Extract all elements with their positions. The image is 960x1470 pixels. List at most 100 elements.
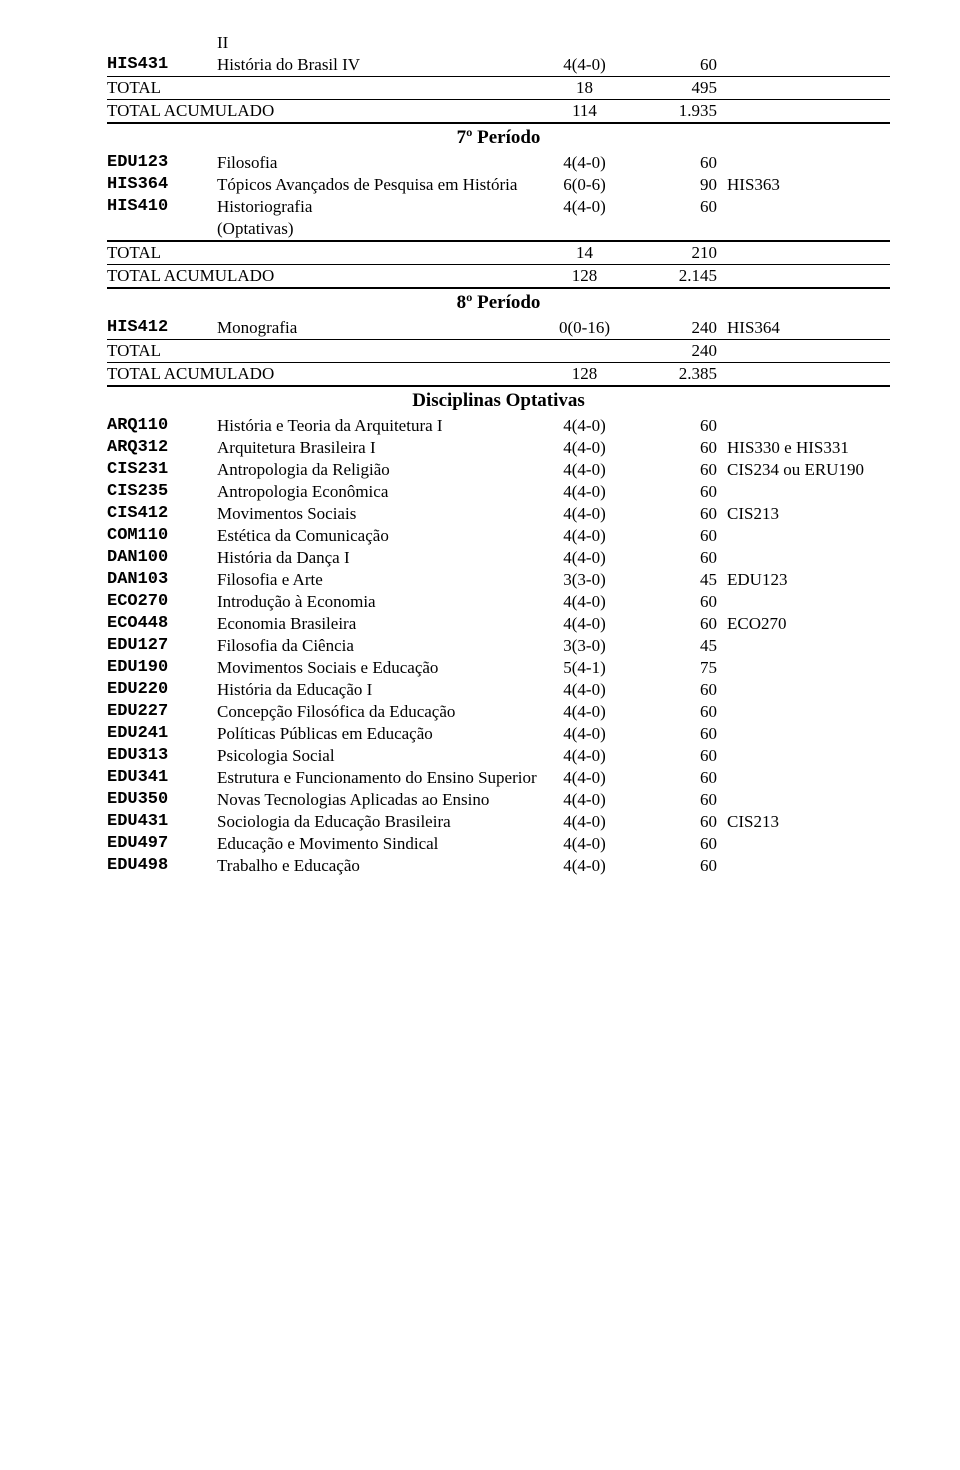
course-code: CIS235	[107, 481, 217, 503]
total-label: TOTAL ACUMULADO	[107, 265, 537, 289]
course-code: EDU123	[107, 152, 217, 174]
course-row: EDU350Novas Tecnologias Aplicadas ao Ens…	[107, 789, 890, 811]
course-prereq	[727, 855, 890, 877]
course-prereq	[727, 789, 890, 811]
course-hours: 60	[632, 723, 727, 745]
total-row: TOTAL18495	[107, 77, 890, 100]
course-row: ECO270Introdução à Economia4(4-0)60	[107, 591, 890, 613]
course-hours: 60	[632, 855, 727, 877]
course-code: EDU431	[107, 811, 217, 833]
course-code: EDU497	[107, 833, 217, 855]
course-row: EDU190Movimentos Sociais e Educação5(4-1…	[107, 657, 890, 679]
course-hours: 60	[632, 811, 727, 833]
course-hours: 60	[632, 591, 727, 613]
course-hours: 60	[632, 679, 727, 701]
course-hours: 60	[632, 459, 727, 481]
course-code: HIS364	[107, 174, 217, 196]
course-prereq	[727, 218, 890, 241]
course-hours	[632, 32, 727, 54]
course-name: Introdução à Economia	[217, 591, 537, 613]
total-accumulated-row: TOTAL ACUMULADO1282.385	[107, 363, 890, 387]
course-code	[107, 218, 217, 241]
course-hours: 45	[632, 569, 727, 591]
course-prereq	[727, 833, 890, 855]
total-label: TOTAL ACUMULADO	[107, 100, 537, 124]
course-prereq: CIS213	[727, 811, 890, 833]
course-hours: 60	[632, 196, 727, 218]
course-code	[107, 32, 217, 54]
course-hours: 60	[632, 415, 727, 437]
course-hours: 240	[632, 317, 727, 340]
course-hours: 60	[632, 547, 727, 569]
course-credits: 4(4-0)	[537, 855, 632, 877]
total-hours: 2.385	[632, 363, 727, 387]
total-hours: 2.145	[632, 265, 727, 289]
course-row: DAN100História da Dança I4(4-0)60	[107, 547, 890, 569]
course-credits: 5(4-1)	[537, 657, 632, 679]
course-prereq: CIS234 ou ERU190	[727, 459, 890, 481]
course-prereq	[727, 54, 890, 77]
total-accumulated-row: TOTAL ACUMULADO1282.145	[107, 265, 890, 289]
course-row: EDU127Filosofia da Ciência3(3-0)45	[107, 635, 890, 657]
course-credits: 4(4-0)	[537, 613, 632, 635]
course-row: EDU123Filosofia4(4-0)60	[107, 152, 890, 174]
course-hours: 60	[632, 789, 727, 811]
total-credits: 128	[537, 265, 632, 289]
course-credits: 4(4-0)	[537, 679, 632, 701]
course-row: EDU241Políticas Públicas em Educação4(4-…	[107, 723, 890, 745]
course-code: EDU313	[107, 745, 217, 767]
period-7-heading: 7º Período	[107, 123, 890, 152]
total-label: TOTAL	[107, 77, 537, 100]
course-prereq	[727, 481, 890, 503]
course-hours: 60	[632, 481, 727, 503]
course-credits: 4(4-0)	[537, 701, 632, 723]
course-row: COM110Estética da Comunicação4(4-0)60	[107, 525, 890, 547]
course-credits: 6(0-6)	[537, 174, 632, 196]
course-name: História da Dança I	[217, 547, 537, 569]
course-credits: 4(4-0)	[537, 745, 632, 767]
course-code: EDU127	[107, 635, 217, 657]
total-credits	[537, 340, 632, 363]
course-prereq	[727, 679, 890, 701]
total-hours: 210	[632, 241, 727, 265]
course-code: DAN100	[107, 547, 217, 569]
course-name: Filosofia da Ciência	[217, 635, 537, 657]
course-credits: 4(4-0)	[537, 525, 632, 547]
course-prereq	[727, 152, 890, 174]
optativas-heading: Disciplinas Optativas	[107, 386, 890, 415]
course-name: Concepção Filosófica da Educação	[217, 701, 537, 723]
period-8-heading: 8º Período	[107, 288, 890, 317]
course-code: EDU190	[107, 657, 217, 679]
total-label: TOTAL ACUMULADO	[107, 363, 537, 387]
course-name: Antropologia da Religião	[217, 459, 537, 481]
course-row: (Optativas)	[107, 218, 890, 241]
course-name: História da Educação I	[217, 679, 537, 701]
course-hours: 60	[632, 152, 727, 174]
total-hours: 240	[632, 340, 727, 363]
course-row: CIS231Antropologia da Religião4(4-0)60CI…	[107, 459, 890, 481]
section-heading-text: 8º Período	[107, 288, 890, 317]
course-name: Filosofia e Arte	[217, 569, 537, 591]
course-prereq	[727, 745, 890, 767]
course-row: EDU498Trabalho e Educação4(4-0)60	[107, 855, 890, 877]
course-prereq: EDU123	[727, 569, 890, 591]
course-prereq: HIS364	[727, 317, 890, 340]
total-label: TOTAL	[107, 241, 537, 265]
course-name: Monografia	[217, 317, 537, 340]
course-name: Movimentos Sociais	[217, 503, 537, 525]
course-hours: 60	[632, 767, 727, 789]
course-name: Antropologia Econômica	[217, 481, 537, 503]
total-credits: 14	[537, 241, 632, 265]
course-credits: 4(4-0)	[537, 152, 632, 174]
total-credits: 18	[537, 77, 632, 100]
course-hours: 60	[632, 437, 727, 459]
course-row: II	[107, 32, 890, 54]
course-prereq: HIS363	[727, 174, 890, 196]
course-hours: 60	[632, 525, 727, 547]
course-code: ECO448	[107, 613, 217, 635]
course-prereq	[727, 635, 890, 657]
section-heading-text: 7º Período	[107, 123, 890, 152]
section-heading-text: Disciplinas Optativas	[107, 386, 890, 415]
course-hours: 60	[632, 54, 727, 77]
course-credits: 4(4-0)	[537, 54, 632, 77]
